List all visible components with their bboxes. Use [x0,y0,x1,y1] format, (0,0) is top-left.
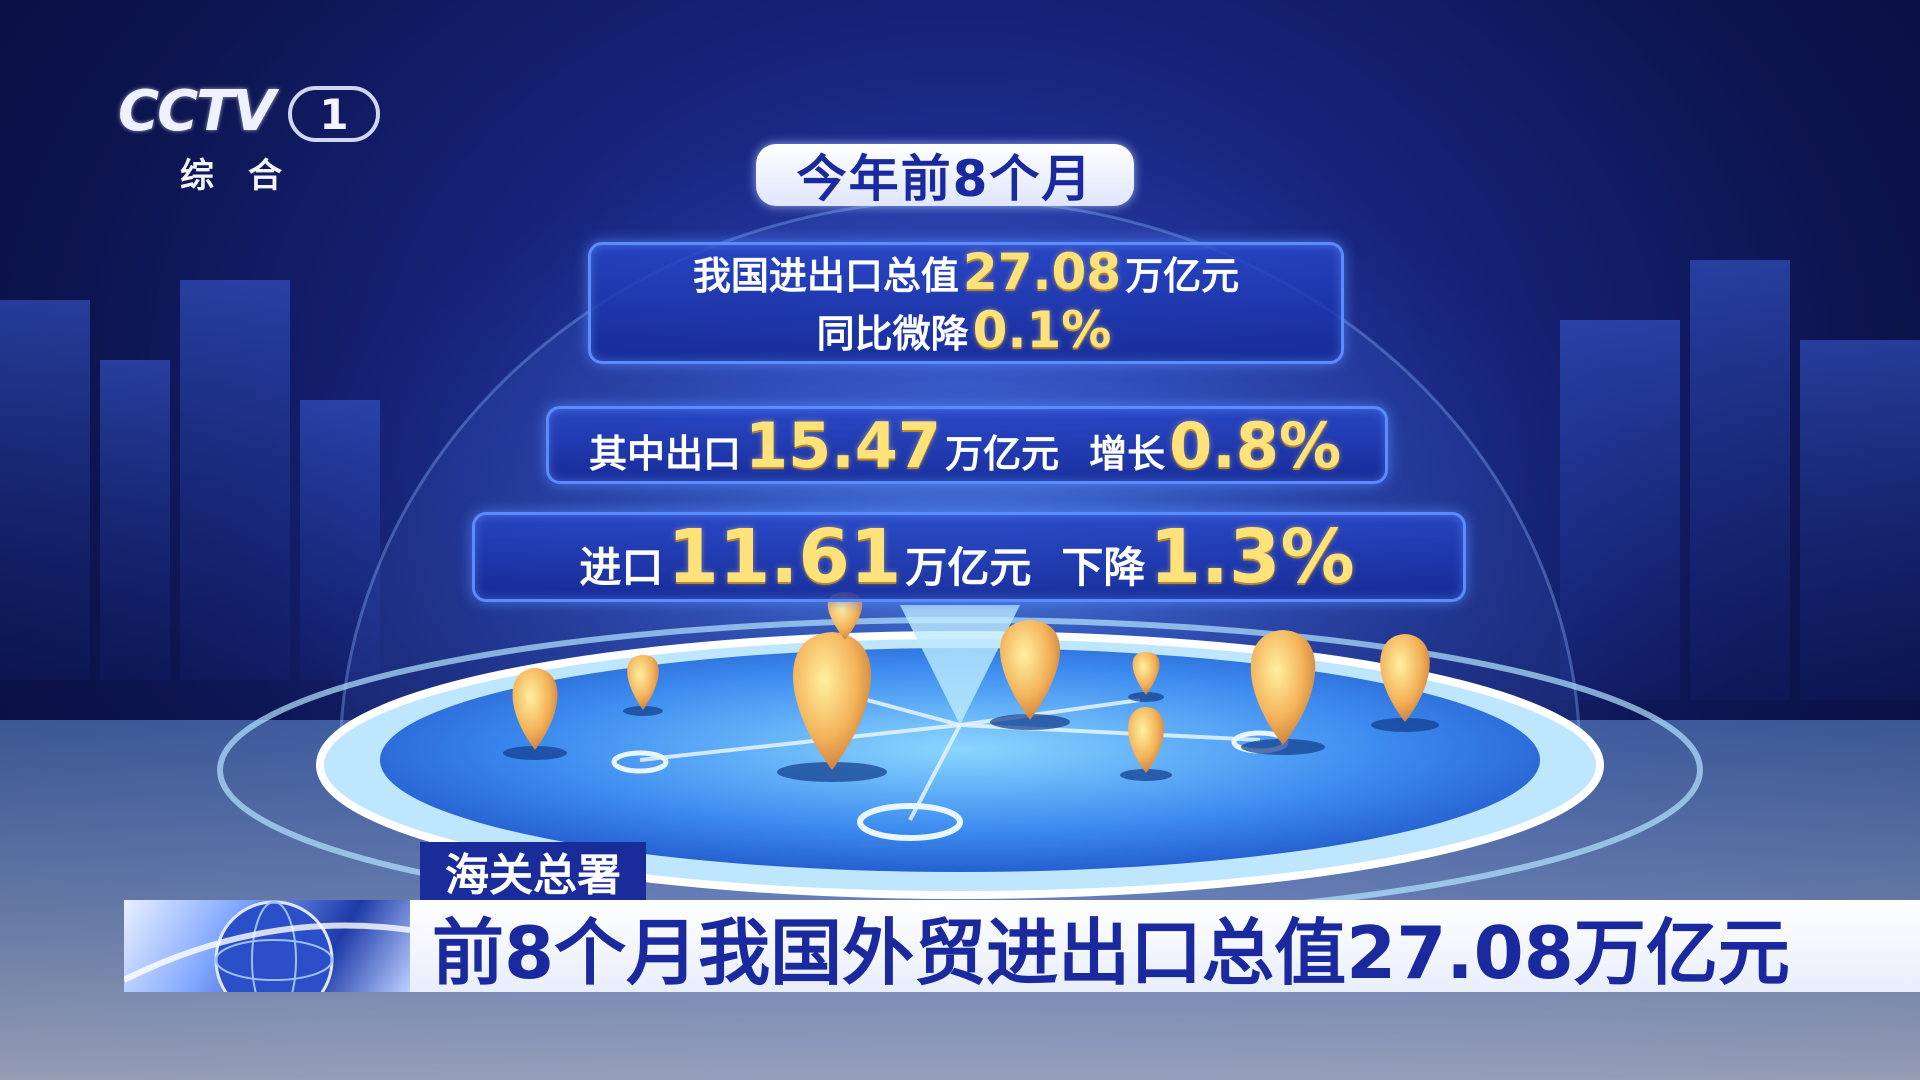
export-value: 15.47 [744,408,942,482]
news-ticker: 前8个月我国外贸进出口总值27.08万亿元 [410,900,1920,995]
import-unit: 万亿元 [905,543,1032,592]
import-label: 进口 [579,543,664,592]
logo-channel-name: 综合 [180,156,316,196]
export-line: 其中出口 15.47 万亿元 增长 0.8% [589,409,1345,482]
export-box: 其中出口 15.47 万亿元 增长 0.8% [546,406,1388,484]
source-tag: 海关总署 [420,842,646,901]
total-trade-box: 我国进出口总值 27.08 万亿元 同比微降 0.1% [588,242,1344,364]
import-line: 进口 11.61 万亿元 下降 1.3% [579,514,1358,600]
total-trade-line: 我国进出口总值 27.08 万亿元 [693,245,1239,303]
total-trade-change-label: 同比微降 [816,312,969,356]
globe-icon [124,900,410,992]
import-value: 11.61 [667,514,902,600]
import-decline-value: 1.3% [1149,514,1355,600]
total-trade-change-value: 0.1% [972,301,1112,359]
import-box: 进口 11.61 万亿元 下降 1.3% [472,512,1466,602]
logo-brand: CCTV [118,79,276,144]
export-growth-value: 0.8% [1169,408,1342,482]
total-trade-unit: 万亿元 [1125,254,1240,298]
import-decline-label: 下降 [1061,543,1146,592]
headline-pill: 今年前8个月 [756,144,1134,208]
total-trade-label: 我国进出口总值 [692,254,959,298]
logo-channel-number: 1 [288,86,380,142]
export-growth-label: 增长 [1089,431,1166,476]
export-label: 其中出口 [588,431,741,476]
total-trade-value: 27.08 [962,243,1122,301]
total-trade-change-line: 同比微降 0.1% [817,303,1116,361]
globe-thumbnail [124,900,410,992]
channel-logo: CCTV 1 综合 [118,79,380,196]
export-unit: 万亿元 [945,431,1060,476]
